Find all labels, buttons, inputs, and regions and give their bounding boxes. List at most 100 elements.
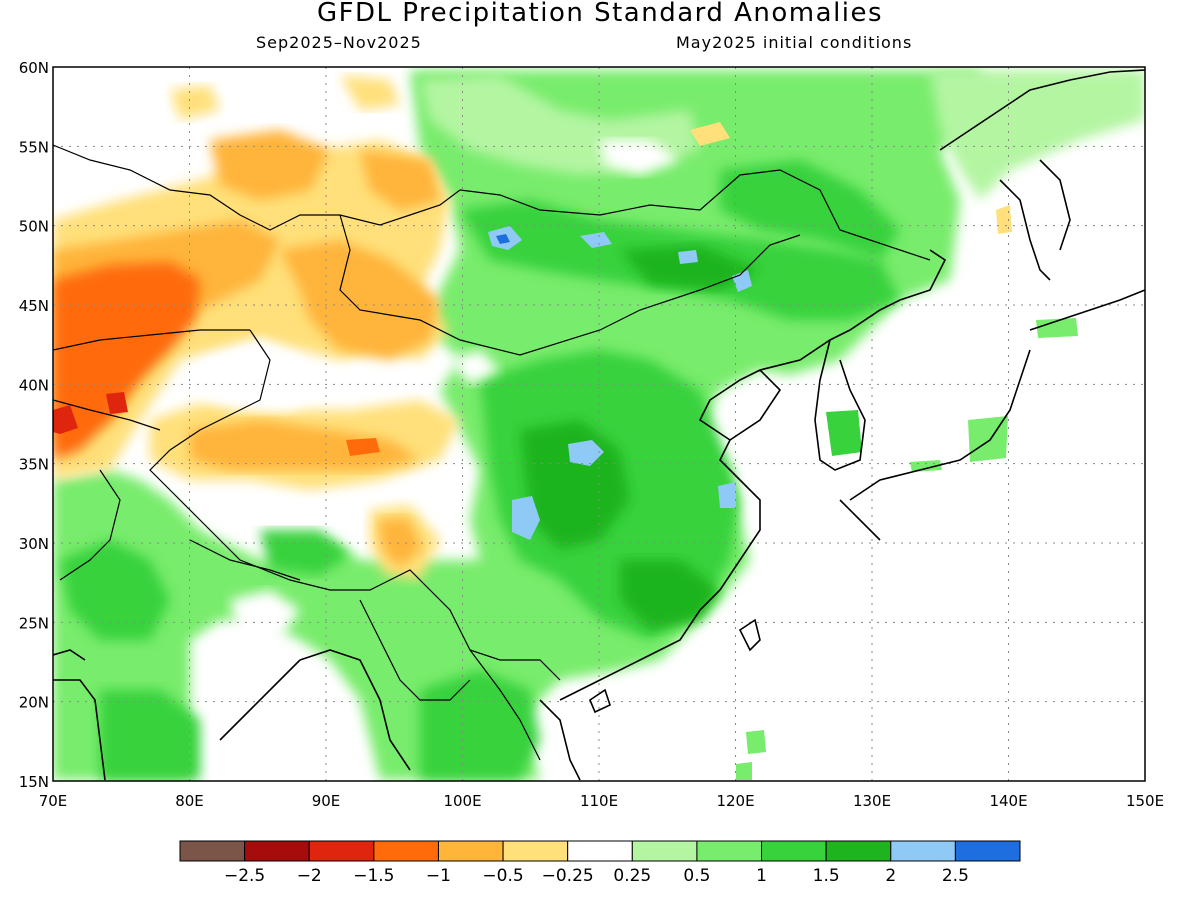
lon-tick-label: 140E <box>989 792 1027 810</box>
coast-taiwan <box>738 618 761 652</box>
coast-bay-of-bengal <box>299 649 411 771</box>
strong-dry-tarim-core <box>346 438 380 456</box>
legend-color-box <box>244 840 310 862</box>
border-central-asia <box>53 399 161 431</box>
dry-spot-east <box>690 122 730 146</box>
legend-color-box <box>696 840 763 862</box>
coast-india-west <box>53 679 106 781</box>
legend-tick-label: −2.5 <box>224 866 265 886</box>
lon-tick-label: 90E <box>312 792 341 810</box>
borders <box>53 144 931 761</box>
very-wet-spot-1 <box>568 440 604 466</box>
border-india-pak <box>59 469 121 581</box>
legend-color-boxes <box>179 840 1021 862</box>
lat-tick-label: 25N <box>19 614 49 632</box>
wet-core-india <box>60 540 170 640</box>
legend-color-box <box>437 840 504 862</box>
moderate-dry-tianshan <box>280 240 440 360</box>
extreme-dry-west <box>53 405 78 434</box>
strong-wet-south-china <box>620 560 720 630</box>
legend-color-box <box>373 840 439 862</box>
chart-title: GFDL Precipitation Standard Anomalies <box>316 0 884 28</box>
extreme-dry-west-2 <box>106 392 128 414</box>
lon-tick-label: 120E <box>716 792 754 810</box>
wet-hokkaido <box>1036 318 1078 338</box>
very-wet-spot-2 <box>512 496 540 540</box>
lon-tick-label: 130E <box>853 792 891 810</box>
legend-color-box <box>890 840 956 862</box>
border-russia-kazakh <box>53 144 461 231</box>
border-mongolia-china <box>339 214 801 356</box>
latitude-tick-labels: 60N 55N 50N 45N 40N 35N 30N 25N 20N 15N <box>19 59 49 791</box>
coastlines <box>53 69 1145 781</box>
wet-korea <box>826 410 862 456</box>
very-wet-spot-7 <box>718 482 736 508</box>
legend-color-box <box>502 840 569 862</box>
lat-tick-label: 50N <box>19 218 49 236</box>
legend-tick-label: −0.25 <box>542 866 594 886</box>
coast-kyushu <box>839 499 881 541</box>
wet-core-tibet <box>260 530 350 575</box>
dry-spot-north-2 <box>340 75 400 110</box>
legend-tick-label: 0.25 <box>613 866 651 886</box>
legend-tick-label: 1.5 <box>813 866 840 886</box>
normal-patch-1 <box>200 340 320 410</box>
legend-color-box <box>954 840 1021 862</box>
border-myanmar <box>359 599 471 701</box>
dry-spot-north <box>170 85 220 120</box>
coast-japan-honshu <box>849 349 1031 501</box>
coast-okhotsk <box>939 69 1145 151</box>
legend-tick-label: 0.5 <box>683 866 710 886</box>
lon-tick-label: 100E <box>443 792 481 810</box>
border-mongolia <box>459 169 931 261</box>
lat-tick-label: 35N <box>19 456 49 474</box>
border-nepal <box>189 539 301 581</box>
extreme-wet-spot <box>496 234 510 244</box>
moderate-dry-tarim <box>190 420 420 470</box>
legend-tick-label: 2 <box>885 866 896 886</box>
moderate-dry-north-2 <box>360 150 440 210</box>
legend-tick-label: 2.5 <box>942 866 969 886</box>
lat-tick-label: 30N <box>19 535 49 553</box>
coast-india-east <box>219 659 301 741</box>
very-wet-spot-6 <box>678 250 698 264</box>
legend-color-box <box>761 840 827 862</box>
lon-tick-label: 110E <box>580 792 618 810</box>
light-wet-northeast <box>930 70 1145 200</box>
anomaly-field <box>53 67 1145 781</box>
coast-hainan <box>589 688 611 714</box>
lat-tick-label: 60N <box>19 59 49 77</box>
wet-philippines <box>736 762 752 780</box>
lon-tick-label: 150E <box>1126 792 1164 810</box>
longitude-tick-labels: 70E 80E 90E 100E 110E 120E 130E 140E 150E <box>39 792 1164 810</box>
wet-japan-2 <box>910 460 942 472</box>
lat-tick-label: 45N <box>19 297 49 315</box>
coast-arabian <box>53 649 86 661</box>
map-frame <box>52 66 1146 782</box>
dry-region-central-asia <box>53 140 450 480</box>
init-conditions-label: May2025 initial conditions <box>676 33 913 52</box>
strong-wet-mongolia <box>620 245 760 290</box>
moderate-dry-north <box>210 130 330 200</box>
coast-sakhalin <box>999 179 1051 281</box>
wet-core-indochina <box>420 670 540 780</box>
coast-east-china <box>559 369 782 701</box>
legend-color-box <box>567 840 633 862</box>
legend-tick-label: 1 <box>756 866 767 886</box>
coast-kamchatka-mainland <box>1039 159 1071 251</box>
border-laos-vietnam <box>469 649 541 761</box>
moderate-dry-tibet <box>378 518 422 568</box>
wet-taiwan <box>746 730 766 754</box>
lat-tick-label: 55N <box>19 138 49 156</box>
legend-color-box <box>825 840 892 862</box>
normal-patch-4 <box>450 350 500 385</box>
lon-tick-label: 80E <box>175 792 204 810</box>
lat-tick-label: 15N <box>19 773 49 791</box>
coast-hokkaido <box>1029 289 1145 331</box>
legend-tick-label: −1.5 <box>353 866 394 886</box>
legend-tick-label: −1 <box>426 866 451 886</box>
lat-tick-label: 40N <box>19 376 49 394</box>
normal-patch-3 <box>600 140 680 175</box>
